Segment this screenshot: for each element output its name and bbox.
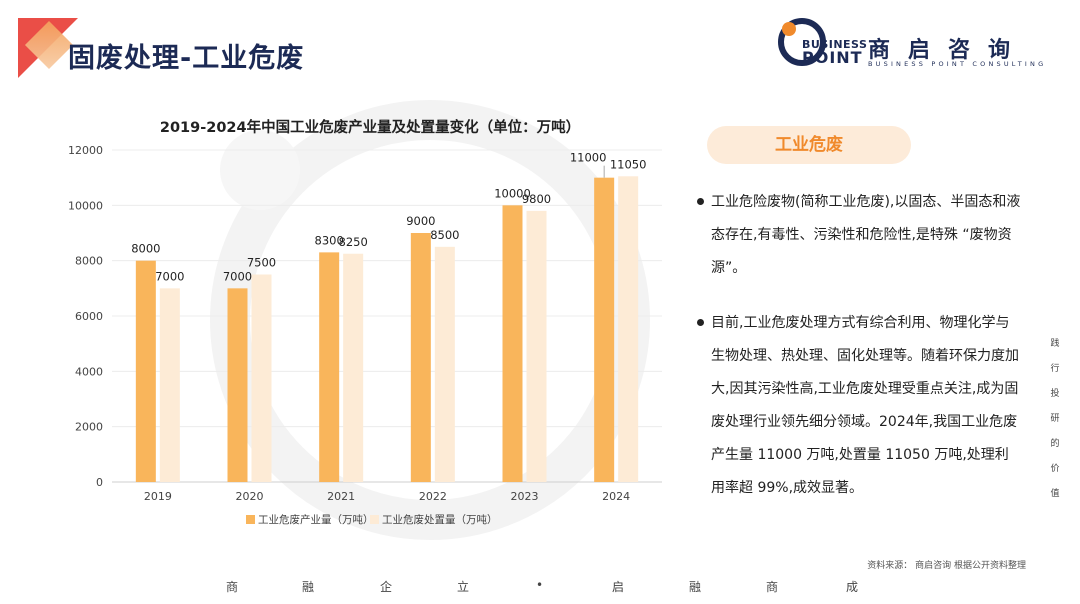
logo-business-text: BUSINESS bbox=[802, 38, 868, 51]
footer-char: 融 bbox=[302, 580, 315, 594]
data-label: 9000 bbox=[406, 214, 435, 228]
vertical-char: 的 bbox=[1050, 439, 1060, 449]
legend-label: 工业危废处置量（万吨） bbox=[382, 513, 498, 526]
bar-production bbox=[502, 205, 523, 482]
data-label: 8300 bbox=[315, 233, 344, 247]
bar-disposal bbox=[526, 210, 547, 482]
bar-chart: 0 2000 4000 6000 8000 10000 12000 2019 8000 7000 2… bbox=[68, 144, 662, 526]
bar-production bbox=[135, 260, 156, 482]
legend-swatch bbox=[370, 515, 379, 524]
y-tick-label: 10000 bbox=[68, 199, 103, 212]
bar-production bbox=[319, 252, 340, 482]
legend-label: 工业危废产业量（万吨） bbox=[258, 513, 374, 526]
bar-disposal bbox=[618, 176, 639, 482]
source-note: 资料来源： 商启咨询 根据公开资料整理 bbox=[867, 561, 1026, 571]
vertical-char: 研 bbox=[1050, 414, 1060, 424]
footer-char: 商 bbox=[766, 580, 779, 594]
bar-disposal bbox=[251, 274, 272, 482]
bullet-item: 目前,工业危废处理方式有综合利用、物理化学与生物处理、热处理、固化处理等。随着环… bbox=[697, 307, 1022, 505]
logo-mark-icon bbox=[778, 18, 826, 66]
bullet-item: 工业危险废物(简称工业危废),以固态、半固态和液态存在,有毒性、污染性和危险性,… bbox=[697, 186, 1022, 285]
vertical-char: 投 bbox=[1050, 389, 1060, 399]
data-label: 11050 bbox=[610, 157, 647, 171]
page-title: 固废处理-工业危废 bbox=[68, 43, 305, 74]
x-tick-label: 2024 bbox=[602, 490, 630, 503]
y-tick-label: 12000 bbox=[68, 144, 103, 157]
data-label: 9800 bbox=[522, 192, 551, 206]
y-tick-label: 8000 bbox=[75, 255, 103, 268]
chart-title: 2019-2024年中国工业危废产业量及处置量变化（单位：万吨） bbox=[159, 120, 581, 136]
y-tick-label: 6000 bbox=[75, 310, 103, 323]
vertical-char: 行 bbox=[1050, 364, 1060, 374]
data-label: 7000 bbox=[223, 269, 252, 283]
footer-char: 成 bbox=[846, 580, 859, 594]
y-tick-label: 0 bbox=[96, 476, 103, 489]
side-section-title: 工业危废 bbox=[707, 126, 911, 164]
x-tick-label: 2021 bbox=[327, 490, 355, 503]
vertical-slogan: 践 行 投 研 的 价 值 bbox=[1048, 336, 1062, 511]
bullet-list: 工业危险废物(简称工业危废),以固态、半固态和液态存在,有毒性、污染性和危险性,… bbox=[697, 186, 1022, 527]
logo-point-text: POINT bbox=[802, 48, 863, 67]
bullet-text: 目前,工业危废处理方式有综合利用、物理化学与生物处理、热处理、固化处理等。随着环… bbox=[711, 315, 1019, 496]
bar-production bbox=[410, 233, 431, 482]
bar-disposal bbox=[343, 253, 364, 482]
x-tick-label: 2019 bbox=[144, 490, 172, 503]
data-label: 10000 bbox=[494, 186, 531, 200]
vertical-char: 践 bbox=[1050, 339, 1060, 349]
legend-swatch bbox=[246, 515, 255, 524]
corner-decoration bbox=[18, 18, 78, 78]
data-label: 7000 bbox=[155, 269, 184, 283]
bar-production bbox=[594, 177, 615, 482]
bullet-dot-icon bbox=[697, 319, 704, 326]
bullet-dot-icon bbox=[697, 198, 704, 205]
logo-chinese-name: 商启咨询 bbox=[868, 38, 1029, 63]
bar-production bbox=[227, 288, 248, 482]
x-tick-label: 2022 bbox=[419, 490, 447, 503]
footer-char: 融 bbox=[689, 580, 702, 594]
footer-char: 企 bbox=[380, 580, 393, 594]
data-label: 7500 bbox=[247, 256, 276, 270]
footer-char: 启 bbox=[612, 580, 625, 594]
data-label: 8500 bbox=[430, 228, 459, 242]
bullet-text: 工业危险废物(简称工业危废),以固态、半固态和液态存在,有毒性、污染性和危险性,… bbox=[711, 194, 1021, 276]
vertical-char: 价 bbox=[1050, 464, 1060, 474]
x-tick-label: 2020 bbox=[236, 490, 264, 503]
footer-char: 立 bbox=[457, 580, 470, 594]
y-tick-label: 4000 bbox=[75, 365, 103, 378]
footer-char: • bbox=[536, 578, 544, 592]
x-tick-label: 2023 bbox=[511, 490, 539, 503]
y-tick-label: 2000 bbox=[75, 421, 103, 434]
data-label: 8000 bbox=[131, 242, 160, 256]
company-logo: BUSINESS POINT 商启咨询 BUSINESS POINT CONSU… bbox=[778, 18, 1058, 70]
data-label: 8250 bbox=[339, 235, 368, 249]
vertical-char: 值 bbox=[1050, 489, 1060, 499]
bar-disposal bbox=[434, 246, 455, 482]
data-label: 11000 bbox=[570, 151, 607, 165]
logo-english-name: BUSINESS POINT CONSULTING bbox=[868, 60, 1047, 68]
footer-char: 商 bbox=[226, 580, 239, 594]
bar-disposal bbox=[159, 288, 180, 482]
